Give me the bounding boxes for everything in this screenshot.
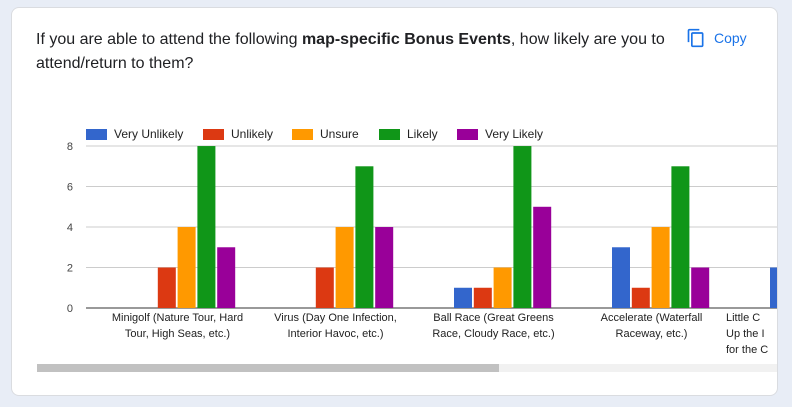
bar-very-unlikely[interactable]: [612, 247, 630, 308]
y-tick-label: 4: [67, 222, 73, 234]
legend-label: Very Likely: [485, 127, 543, 141]
bar-chart: Very Unlikely Unlikely Unsure Likely Very Li…: [67, 127, 778, 356]
bar-unlikely[interactable]: [473, 287, 492, 308]
legend-label: Unlikely: [231, 127, 273, 141]
bars-layer: [157, 146, 778, 308]
y-axis-ticks: 0 2 4 6 8: [67, 141, 73, 315]
horizontal-scrollbar[interactable]: [37, 364, 777, 372]
bar-likely[interactable]: [355, 166, 374, 308]
y-tick-label: 2: [67, 263, 73, 275]
copy-icon: [687, 28, 704, 48]
y-tick-label: 8: [67, 141, 73, 153]
bar-very-likely[interactable]: [533, 206, 552, 308]
question-bold: map-specific Bonus Events: [301, 31, 511, 48]
bar-very-unlikely[interactable]: [770, 267, 778, 308]
legend-swatch: [292, 129, 313, 140]
x-tick-label: Virus (Day One Infection, Interior Havoc,…: [274, 312, 397, 340]
bar-likely[interactable]: [513, 146, 532, 308]
bar-unlikely[interactable]: [315, 267, 334, 308]
x-tick-label: Accelerate (Waterfall Raceway, etc.): [601, 312, 703, 340]
bar-likely[interactable]: [671, 166, 690, 308]
scrollbar-thumb[interactable]: [37, 364, 499, 372]
question-title: If you are able to attend the following …: [36, 28, 676, 76]
bar-unlikely[interactable]: [157, 267, 176, 308]
x-axis-labels: Minigolf (Nature Tour, Hard Tour, High Se…: [112, 312, 768, 356]
legend-swatch: [457, 129, 478, 140]
response-card: If you are able to attend the following …: [11, 7, 778, 396]
bar-very-likely[interactable]: [691, 267, 710, 308]
legend-label: Likely: [407, 127, 438, 141]
copy-label: Copy: [714, 30, 747, 46]
x-tick-label: Ball Race (Great Greens Race, Cloudy Race…: [432, 312, 554, 340]
bar-very-likely[interactable]: [375, 227, 394, 308]
legend-label: Unsure: [320, 127, 359, 141]
question-suffix: , how likely are you to attend/return to…: [36, 31, 665, 72]
y-tick-label: 0: [67, 303, 73, 315]
bar-unsure[interactable]: [651, 227, 670, 308]
bar-unsure[interactable]: [335, 227, 354, 308]
y-tick-label: 6: [67, 182, 73, 194]
legend: Very Unlikely Unlikely Unsure Likely Very Li…: [86, 127, 543, 141]
x-tick-label: Minigolf (Nature Tour, Hard Tour, High Se…: [112, 312, 243, 340]
bar-likely[interactable]: [197, 146, 216, 308]
bar-unsure[interactable]: [493, 267, 512, 308]
chart-area: Very Unlikely Unlikely Unsure Likely Very Li…: [12, 8, 778, 395]
legend-label: Very Unlikely: [114, 127, 183, 141]
bar-unsure[interactable]: [177, 227, 196, 308]
question-prefix: If you are able to attend the following: [36, 31, 302, 48]
copy-button[interactable]: Copy: [678, 24, 755, 52]
bar-very-unlikely[interactable]: [454, 287, 472, 308]
legend-swatch: [86, 129, 107, 140]
bar-very-likely[interactable]: [217, 247, 236, 308]
bar-unlikely[interactable]: [631, 287, 650, 308]
legend-swatch: [379, 129, 400, 140]
legend-swatch: [203, 129, 224, 140]
